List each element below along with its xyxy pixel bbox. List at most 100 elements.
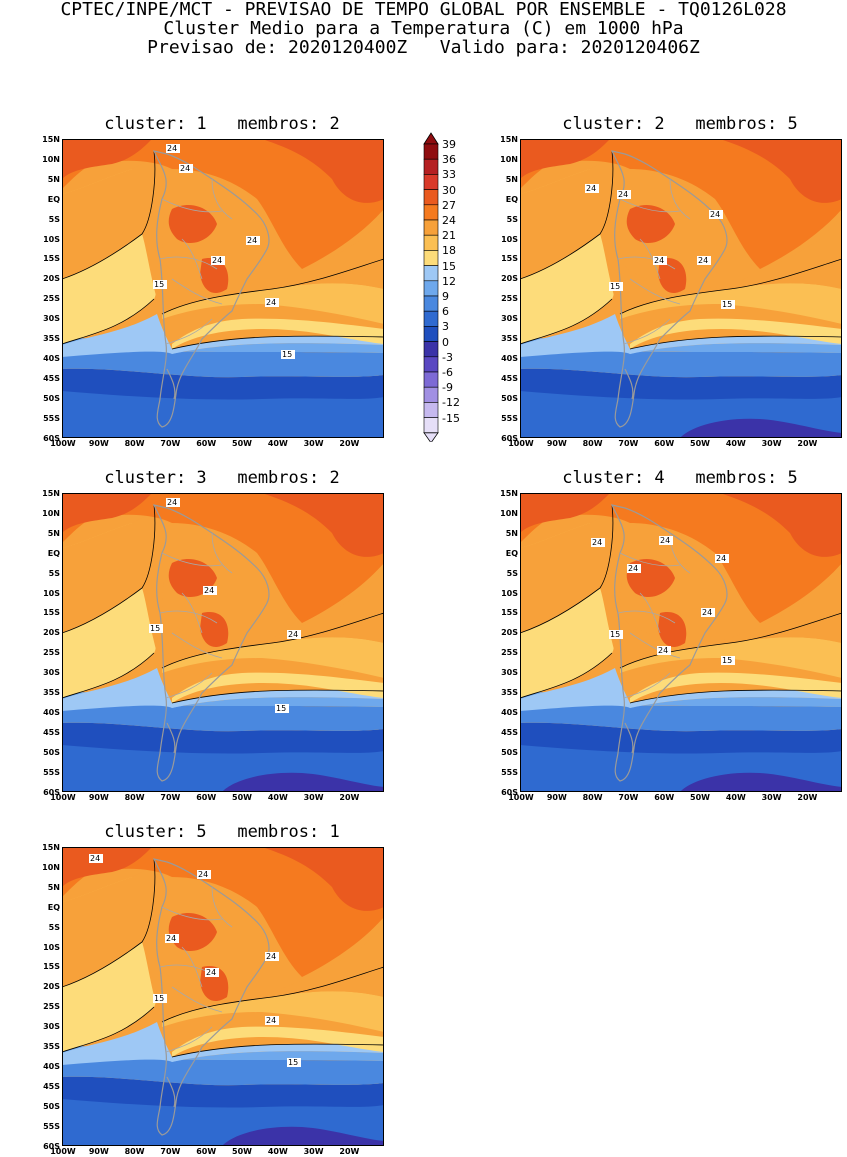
- contour-label-text: 24: [698, 256, 708, 265]
- lat-label: 60S: [43, 1141, 60, 1151]
- contour-label-text: 24: [592, 538, 602, 547]
- map-panel-5: 24 24 24 24 24 24 15 15: [61, 847, 385, 1150]
- contour-label-bg: [265, 952, 279, 961]
- contour-label: 24: [715, 554, 729, 563]
- band-24c: [520, 159, 842, 314]
- colorbar-tick-label: -15: [442, 411, 460, 425]
- contour-label-bg: [287, 630, 301, 639]
- lat-label: 60S: [501, 787, 518, 797]
- lon-label: 80W: [124, 793, 145, 802]
- lon-label: 100W: [508, 439, 534, 448]
- contour-label: 15: [609, 282, 623, 291]
- band-18c: [520, 234, 842, 349]
- band-0c: [222, 772, 384, 792]
- lon-label: 40W: [267, 793, 288, 802]
- contour-label-text: 24: [586, 184, 596, 193]
- band-30c: [520, 493, 842, 648]
- country-border: [171, 278, 223, 305]
- country-border: [617, 610, 676, 624]
- lon-label: 50W: [232, 439, 252, 448]
- lat-label: 50S: [43, 1101, 60, 1111]
- contour-24: [519, 150, 843, 315]
- colorbar-tick-label: 33: [442, 168, 456, 182]
- band-18c: [62, 234, 384, 349]
- contour-label-bg: [246, 236, 260, 245]
- map-frame: [62, 847, 384, 1146]
- coastline: [610, 504, 728, 782]
- contour-label-text: 24: [266, 952, 276, 961]
- lat-label: 20S: [43, 982, 60, 992]
- country-border: [165, 1026, 213, 1053]
- country-border: [629, 632, 681, 659]
- contour-15: [61, 652, 385, 704]
- colorbar-tick-label: 6: [442, 305, 449, 319]
- colorbar-tick-label: 27: [442, 198, 456, 212]
- coastline: [152, 858, 270, 1136]
- lat-label: 15N: [42, 135, 60, 144]
- country-border: [629, 278, 681, 305]
- lat-label: 20S: [43, 274, 60, 284]
- contour-label-bg: [166, 144, 180, 153]
- contour-label: 24: [166, 498, 180, 507]
- country-border: [159, 256, 218, 270]
- contour-label: 15: [153, 994, 167, 1003]
- band-18c: [520, 588, 842, 703]
- lat-label: 25S: [43, 648, 60, 658]
- contour-label: 15: [275, 704, 289, 713]
- map-panel-4: 24 24 24 24 24 24 15 15: [519, 493, 843, 796]
- contour-label-text: 24: [90, 854, 100, 863]
- colorbar-tick-label: 18: [442, 244, 456, 258]
- lat-label: 10S: [43, 588, 60, 598]
- contour-label-text: 15: [610, 630, 620, 639]
- colorbar-swatch: [423, 417, 439, 434]
- lon-label: 60W: [196, 793, 217, 802]
- contour-label-bg: [203, 586, 217, 595]
- lat-label: 50S: [43, 393, 60, 403]
- lon-label: 50W: [232, 1147, 252, 1156]
- band-15c: [520, 668, 842, 711]
- band-9c: [62, 1056, 384, 1086]
- band-0c: [680, 772, 842, 792]
- band-9c: [62, 702, 384, 732]
- contour-label-text: 24: [654, 256, 664, 265]
- contour-label-text: 24: [212, 256, 222, 265]
- contour-label-bg: [89, 854, 103, 863]
- colorbar-swatch: [423, 265, 439, 282]
- colorbar-swatch: [423, 143, 439, 160]
- contour-label-text: 15: [282, 350, 292, 359]
- contour-label-bg: [609, 282, 623, 291]
- colorbar-tick-label: 36: [442, 153, 456, 167]
- lat-label: 10N: [42, 154, 60, 164]
- contour-label: 24: [585, 184, 599, 193]
- contour-label: 24: [179, 164, 193, 173]
- lon-label: 30W: [761, 439, 782, 448]
- band-15c: [62, 314, 384, 357]
- contour-label-text: 24: [167, 144, 177, 153]
- lat-label: 5S: [506, 568, 518, 578]
- contour-label-bg: [617, 190, 631, 199]
- contour-label-text: 24: [180, 164, 190, 173]
- contour-24: [61, 858, 385, 1023]
- contour-24: [519, 504, 843, 669]
- colorbar-swatch: [423, 174, 439, 190]
- lat-label: 15N: [500, 489, 518, 498]
- band-24c: [62, 867, 384, 1022]
- contour-label-text: 24: [716, 554, 726, 563]
- contour-label-bg: [721, 300, 735, 309]
- lon-label: 50W: [232, 793, 252, 802]
- lat-label: 40S: [501, 707, 518, 717]
- contour-label: 24: [617, 190, 631, 199]
- contour-label: 15: [609, 630, 623, 639]
- colorbar-swatch: [423, 326, 439, 342]
- contour-15: [61, 1006, 385, 1058]
- country-border: [623, 672, 671, 699]
- contour-label: 15: [721, 656, 735, 665]
- contour-label-bg: [715, 554, 729, 563]
- lon-label: 70W: [618, 439, 639, 448]
- contour-label-text: 15: [722, 300, 732, 309]
- coastline: [152, 504, 270, 782]
- contour-label: 24: [165, 934, 179, 943]
- map-frame: [520, 493, 842, 792]
- contour-label-bg: [697, 256, 711, 265]
- map-title-2: cluster: 2 membros: 5: [562, 114, 798, 134]
